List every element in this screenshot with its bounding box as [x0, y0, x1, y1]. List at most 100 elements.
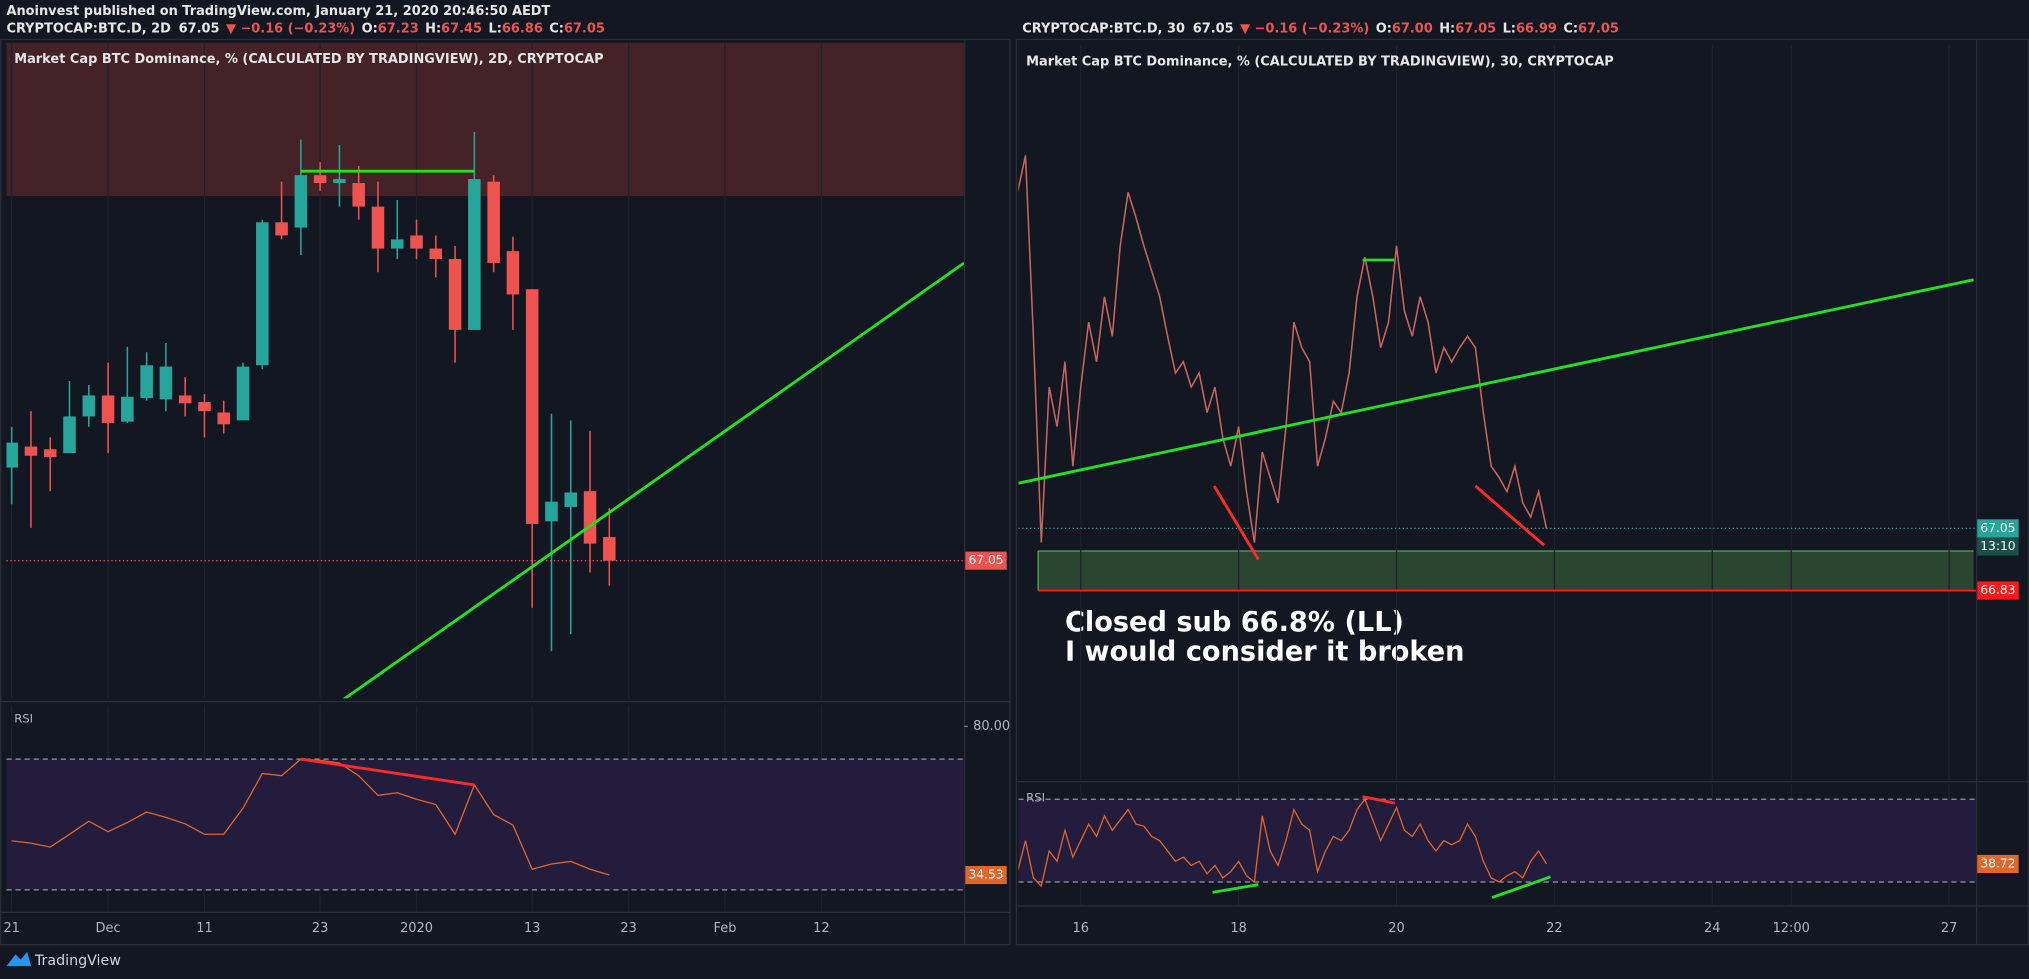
last-price-tag: [965, 551, 1007, 570]
trend-line: [1491, 875, 1551, 899]
ohlc-key: L:: [489, 21, 502, 36]
candle-body: [564, 492, 578, 507]
ohlc-value: 66.86: [502, 21, 543, 36]
last-price: 67.05: [1193, 21, 1234, 36]
price-line: [1018, 155, 1548, 543]
level-label: 66.83: [1980, 583, 2015, 597]
last-price-label: 67.05: [1980, 521, 2015, 535]
candle-body: [178, 395, 192, 404]
ohlc-key: C:: [1563, 21, 1578, 36]
ohlc-key: H:: [1439, 21, 1455, 36]
rsi-pane: [6, 704, 965, 912]
countdown-tag: [1977, 537, 2019, 556]
brand: TradingView: [34, 953, 121, 969]
rsi-band: [6, 759, 965, 890]
trend-line: [1474, 484, 1546, 547]
x-tick-label: 20: [1388, 921, 1404, 936]
x-tick-label: 23: [620, 921, 636, 936]
x-tick-label: 24: [1704, 921, 1720, 936]
rsi-value-label: 34.53: [968, 868, 1003, 882]
candle-body: [448, 259, 462, 330]
candle-body: [294, 175, 308, 228]
countdown: 13:10: [1980, 539, 2015, 553]
candle-body: [313, 175, 327, 183]
candle-body: [333, 179, 346, 183]
zone: [1038, 550, 1974, 591]
x-tick-label: 16: [1073, 921, 1089, 936]
candle-body: [24, 446, 38, 456]
last-price: 67.05: [179, 21, 220, 36]
x-tick-label: Dec: [96, 921, 121, 936]
x-tick-label: 21: [3, 921, 19, 936]
annotation: Closed sub 66.8% (LL): [1065, 607, 1404, 638]
candle-body: [121, 396, 134, 422]
rsi-value-label: 38.72: [1980, 856, 2015, 870]
trend-line: [1362, 795, 1396, 805]
rsi-title: RSI: [14, 712, 33, 726]
brand-logo: [6, 951, 32, 967]
candle-body: [352, 182, 365, 207]
x-tick-label: 12: [813, 921, 829, 936]
x-tick-label: 2020: [400, 921, 433, 936]
candle-body: [140, 365, 153, 399]
rsi-pane: [1018, 783, 1976, 906]
trend-line: [1212, 485, 1260, 561]
candle-body: [275, 222, 288, 236]
rsi-line: [1018, 797, 1548, 888]
candle-body: [101, 395, 115, 423]
candle-body: [6, 442, 18, 468]
header: CRYPTOCAP:BTC.D, 2D 67.05 ▼ −0.16 (−0.23%)…: [6, 21, 604, 36]
rsi-title: RSI: [1026, 790, 1045, 804]
trend-line: [342, 261, 965, 699]
rsi-tag: [965, 865, 1007, 885]
candle-body: [82, 395, 96, 417]
price-pane: [6, 42, 965, 699]
trend-line: [1212, 883, 1259, 894]
x-tick-label: 27: [1941, 921, 1957, 936]
y-tick-label: 80.00: [973, 719, 1010, 734]
x-tick-label: 18: [1230, 921, 1246, 936]
ohlc-value: 67.05: [1455, 21, 1496, 36]
ohlc-key: H:: [425, 21, 441, 36]
change: ▼ −0.16 (−0.23%): [226, 21, 355, 36]
candle-body: [198, 401, 211, 412]
rsi-tag: [1977, 854, 2019, 874]
candle-body: [371, 206, 385, 249]
chart-title: Market Cap BTC Dominance, % (CALCULATED …: [1026, 55, 1614, 70]
candle-body: [390, 239, 404, 249]
rsi-band: [1018, 799, 1976, 883]
price-pane: [1018, 45, 1976, 780]
candle-body: [63, 416, 76, 454]
last-price-tag: [1977, 519, 2019, 538]
header: CRYPTOCAP:BTC.D, 30 67.05 ▼ −0.16 (−0.23%)…: [1022, 21, 1619, 36]
candle-body: [525, 289, 539, 524]
candle-body: [256, 222, 269, 366]
candle-body: [468, 179, 481, 330]
ohlc-value: 67.00: [1392, 21, 1433, 36]
ohlc-key: O:: [362, 21, 378, 36]
zone: [6, 42, 965, 197]
chart-title: Market Cap BTC Dominance, % (CALCULATED …: [14, 52, 603, 67]
candle-body: [487, 181, 500, 263]
candle-body: [236, 366, 250, 421]
ohlc-value: 66.99: [1516, 21, 1557, 36]
trend-line: [1018, 278, 1974, 485]
candle-body: [410, 235, 423, 249]
x-tick-label: 13: [524, 921, 540, 936]
ohlc-value: 67.05: [564, 21, 605, 36]
candle-body: [159, 366, 173, 400]
x-tick-label: Feb: [714, 921, 737, 936]
ohlc-key: L:: [1503, 21, 1516, 36]
candle-body: [43, 449, 57, 458]
symbol: CRYPTOCAP:BTC.D, 2D: [6, 21, 171, 36]
ohlc-value: 67.45: [441, 21, 482, 36]
trend-line: [300, 757, 475, 787]
candle-body: [603, 537, 616, 561]
x-tick-label: 23: [312, 921, 328, 936]
ohlc-value: 67.23: [378, 21, 419, 36]
candle-body: [506, 251, 520, 295]
symbol: CRYPTOCAP:BTC.D, 30: [1022, 21, 1185, 36]
candle-body: [545, 501, 558, 522]
